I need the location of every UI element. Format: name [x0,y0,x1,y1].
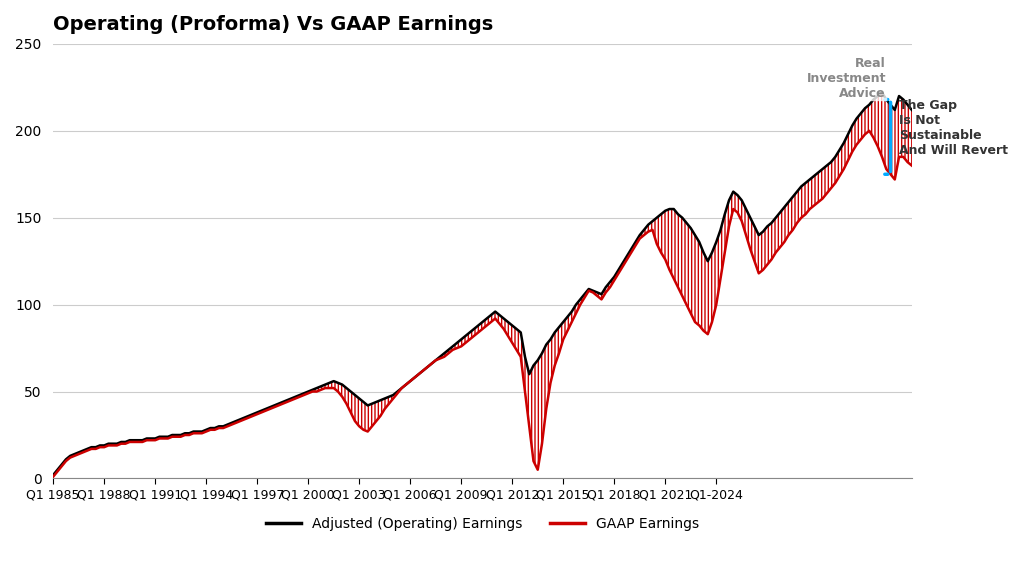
Adjusted (Operating) Earnings [583,286,595,293]
Line: GAAP Earnings: GAAP Earnings [53,131,911,477]
GAAP Earnings [150,437,162,444]
Text: Operating (Proforma) Vs GAAP Earnings: Operating (Proforma) Vs GAAP Earnings [53,15,494,34]
Adjusted (Operating) Earnings [47,472,59,479]
Text: Real
Investment
Advice: Real Investment Advice [807,57,886,100]
GAAP Earnings [583,287,595,294]
GAAP Earnings [863,127,876,134]
Text: The Gap
Is Not
Sustainable
And Will Revert: The Gap Is Not Sustainable And Will Reve… [899,99,1008,157]
GAAP Earnings [81,447,93,454]
GAAP Earnings [47,473,59,480]
Adjusted (Operating) Earnings [81,445,93,452]
Line: Adjusted (Operating) Earnings: Adjusted (Operating) Earnings [53,93,911,475]
Adjusted (Operating) Earnings [905,107,918,114]
Adjusted (Operating) Earnings [876,89,888,96]
Adjusted (Operating) Earnings [94,442,106,449]
Adjusted (Operating) Earnings [150,435,162,442]
GAAP Earnings [281,398,293,405]
Legend: Adjusted (Operating) Earnings, GAAP Earnings: Adjusted (Operating) Earnings, GAAP Earn… [260,512,705,537]
Adjusted (Operating) Earnings [281,397,293,404]
GAAP Earnings [905,162,918,169]
GAAP Earnings [94,444,106,451]
Adjusted (Operating) Earnings [701,258,714,265]
GAAP Earnings [701,331,714,338]
